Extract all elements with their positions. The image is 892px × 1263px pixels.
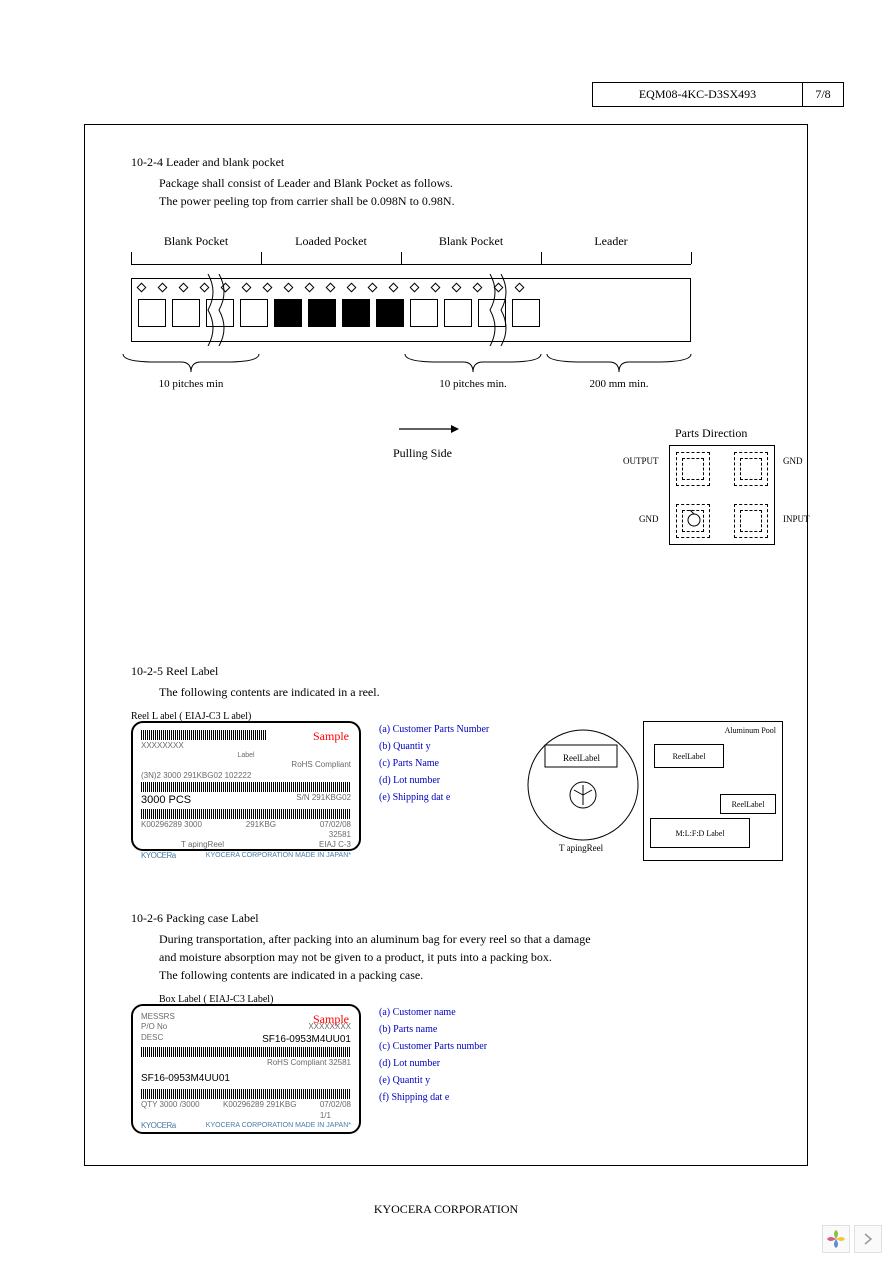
reel-label-legend: (a) Customer Parts Number (b) Quantit y … bbox=[379, 721, 489, 806]
page-number: 7/8 bbox=[803, 83, 843, 106]
sample-tag: Sample bbox=[313, 729, 349, 744]
reel-circle-diagram: ReelLabel T apingReel bbox=[523, 723, 643, 857]
brace-2: 10 pitches min. bbox=[403, 352, 543, 390]
pulling-side-label: Pulling Side bbox=[393, 446, 452, 461]
tape-break2 bbox=[487, 274, 507, 346]
reel-label-card: Sample XXXXXXXX Label RoHS Compliant (3N… bbox=[131, 721, 361, 851]
parts-direction-diagram: Parts Direction OUTPUT GND GND INPUT bbox=[619, 426, 775, 545]
sec-1024-body: Package shall consist of Leader and Blan… bbox=[159, 174, 761, 210]
sec-1026-title: 10-2-6 Packing case Label bbox=[131, 911, 761, 926]
box-label-card: Sample MESSRS P/O NoXXXXXXXX DESCSF16-09… bbox=[131, 1004, 361, 1134]
brace-3: 200 mm min. bbox=[545, 352, 693, 390]
doc-number: EQM08-4KC-D3SX493 bbox=[593, 83, 803, 106]
pd-gnd1: GND bbox=[783, 456, 803, 466]
next-page-button[interactable] bbox=[854, 1225, 882, 1253]
aluminum-pool-box: Aluminum Pool ReelLabel ReelLabel M:L:F:… bbox=[643, 721, 783, 861]
pulling-arrow-icon bbox=[399, 422, 459, 436]
tape-header-loaded: Loaded Pocket bbox=[261, 234, 401, 249]
parts-direction-title: Parts Direction bbox=[675, 426, 775, 441]
sec-1024-line2: The power peeling top from carrier shall… bbox=[159, 192, 761, 210]
tape-diagram: Blank Pocket Loaded Pocket Blank Pocket … bbox=[131, 234, 761, 464]
footer-company: KYOCERA CORPORATION bbox=[0, 1202, 892, 1217]
brace-1: 10 pitches min bbox=[121, 352, 261, 390]
sec-1024-title: 10-2-4 Leader and blank pocket bbox=[131, 155, 761, 170]
page-frame: 10-2-4 Leader and blank pocket Package s… bbox=[84, 124, 808, 1166]
chevron-right-icon bbox=[864, 1233, 872, 1245]
sec-1025-title: 10-2-5 Reel Label bbox=[131, 664, 761, 679]
tape-header-leader: Leader bbox=[541, 234, 681, 249]
pd-input: INPUT bbox=[783, 514, 810, 524]
viewer-logo-icon[interactable] bbox=[822, 1225, 850, 1253]
pd-output: OUTPUT bbox=[623, 456, 659, 466]
pd-gnd2: GND bbox=[639, 514, 659, 524]
sec-1025-body: The following contents are indicated in … bbox=[159, 683, 761, 701]
sec-1024-line1: Package shall consist of Leader and Blan… bbox=[159, 174, 761, 192]
header-docref: EQM08-4KC-D3SX493 7/8 bbox=[592, 82, 844, 107]
tape-header-blank1: Blank Pocket bbox=[131, 234, 261, 249]
box-label-legend: (a) Customer name (b) Parts name (c) Cus… bbox=[379, 1004, 487, 1106]
tape-header-blank2: Blank Pocket bbox=[401, 234, 541, 249]
tape-break1 bbox=[205, 274, 225, 346]
sample-tag-box: Sample bbox=[313, 1012, 349, 1027]
sec-1026-body: During transportation, after packing int… bbox=[159, 930, 761, 984]
